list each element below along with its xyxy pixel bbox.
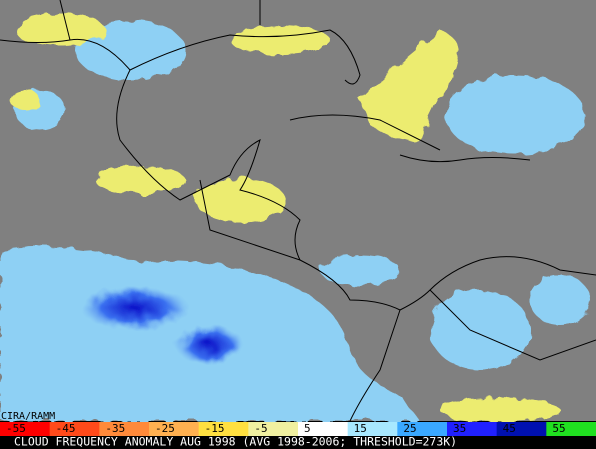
map: CIRA/RAMM [0,0,596,422]
negative-anomaly [10,90,40,110]
coastline [289,114,531,163]
negative-anomaly [15,14,105,46]
coastline [129,29,361,85]
colorbar-swatch [0,422,51,436]
colorbar-label: 55 [552,422,565,435]
colorbar-swatch [198,422,249,436]
colorbar-swatch [546,422,596,436]
negative-anomaly [95,166,185,194]
caption-bar [0,436,596,449]
positive-anomaly [445,75,585,155]
negative-anomaly [195,178,285,222]
credit: CIRA/RAMM [1,411,55,422]
coastline [0,38,596,311]
border [59,0,596,361]
colorbar-label: -15 [205,422,225,435]
caption: CLOUD FREQUENCY ANOMALY AUG 1998 (AVG 19… [14,435,457,449]
colorbar-swatch [298,422,349,436]
colorbar-swatch [149,422,200,436]
strong-positive-anomaly [175,325,245,365]
colorbar-label: -25 [155,422,175,435]
colorbar-label: -35 [105,422,125,435]
colorbar-label: 5 [304,422,311,435]
strong-positive-anomaly [80,286,190,330]
colorbar-label: -45 [56,422,76,435]
colorbar-swatch [397,422,448,436]
colorbar-label: -5 [254,422,267,435]
positive-anomaly [530,275,590,325]
positive-anomaly [430,290,530,370]
coastlines [0,0,596,422]
colorbar-swatch [496,422,547,436]
colorbar-label: 35 [453,422,466,435]
negative-anomaly [230,26,330,54]
colorbar-swatch [99,422,150,436]
colorbar-label: 45 [503,422,516,435]
negative-anomaly [440,398,560,422]
coastline [349,309,401,422]
colorbar-swatch [49,422,100,436]
positive-anomaly [320,255,400,285]
colorbar-label: 15 [354,422,367,435]
colorbar: -55 -45 -35 -25 -15 -5 5 15 25 35 45 55 [0,422,596,436]
anomaly-field [0,14,590,422]
negative-anomaly [360,30,458,141]
colorbar-swatch [447,422,498,436]
colorbar-label: -55 [6,422,26,435]
colorbar-swatch [347,422,398,436]
colorbar-swatch [248,422,299,436]
colorbar-label: 25 [403,422,416,435]
